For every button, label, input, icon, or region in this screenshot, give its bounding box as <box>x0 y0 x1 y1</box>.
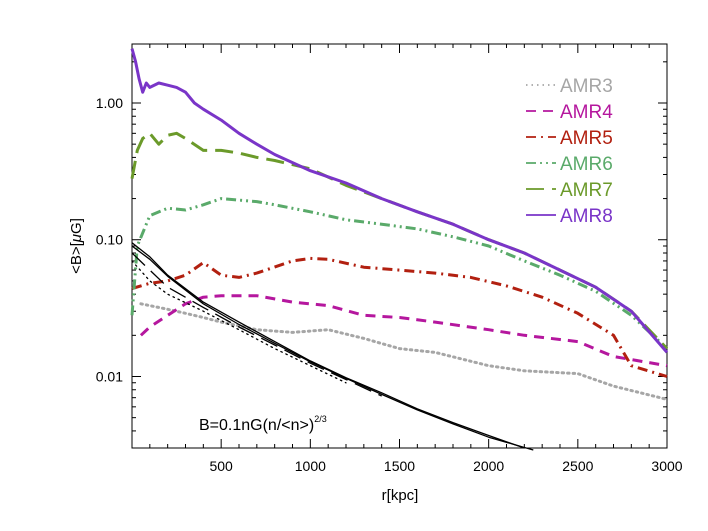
series-line-b-n-relation-b <box>131 245 534 451</box>
legend-label-amr8: AMR8 <box>560 206 613 227</box>
series-line-amr6 <box>130 197 669 350</box>
y-tick-label: 0.01 <box>96 368 123 384</box>
y-axis-label-part-3: G] <box>68 218 85 234</box>
annotation-sup: 2/3 <box>314 414 327 424</box>
y-tick-label: 1.00 <box>96 95 123 111</box>
y-axis-label: <B>[μG] <box>68 218 85 274</box>
legend-label-amr3: AMR3 <box>560 76 613 97</box>
legend-label-amr5: AMR5 <box>560 128 613 149</box>
ticks: 500 1000 1500 2000 2500 3000 0.01 0.10 1.00 <box>96 44 683 474</box>
series-line-b-n-relation-c <box>131 252 382 397</box>
series-layer <box>130 48 669 451</box>
x-tick-label: 3000 <box>651 458 682 474</box>
annotation: B=0.1nG(n/<n>)2/3 <box>199 414 327 434</box>
legend-label-amr4: AMR4 <box>560 102 613 123</box>
legend-label-amr7: AMR7 <box>560 180 613 201</box>
x-tick-label: 1500 <box>384 458 415 474</box>
series-line-b-n-relation-a <box>131 242 525 449</box>
x-tick-label: 2500 <box>562 458 593 474</box>
y-tick-label: 0.10 <box>96 232 123 248</box>
x-tick-label: 1000 <box>295 458 326 474</box>
x-axis-label: r[kpc] <box>382 487 419 504</box>
series-line-amr7 <box>130 131 669 350</box>
series-line-amr4 <box>139 294 668 368</box>
y-axis-label-part-1: <B>[ <box>68 241 85 274</box>
annotation-main: B=0.1nG(n/<n>) <box>199 417 314 434</box>
x-tick-label: 500 <box>209 458 233 474</box>
y-axis-label-mu: μ <box>68 234 85 243</box>
series-line-amr8 <box>130 48 669 354</box>
legend: AMR3 AMR4 AMR5 AMR6 AMR7 AMR8 <box>526 76 613 227</box>
legend-label-amr6: AMR6 <box>560 154 613 175</box>
series-line-amr3 <box>139 302 669 401</box>
x-tick-label: 2000 <box>473 458 504 474</box>
